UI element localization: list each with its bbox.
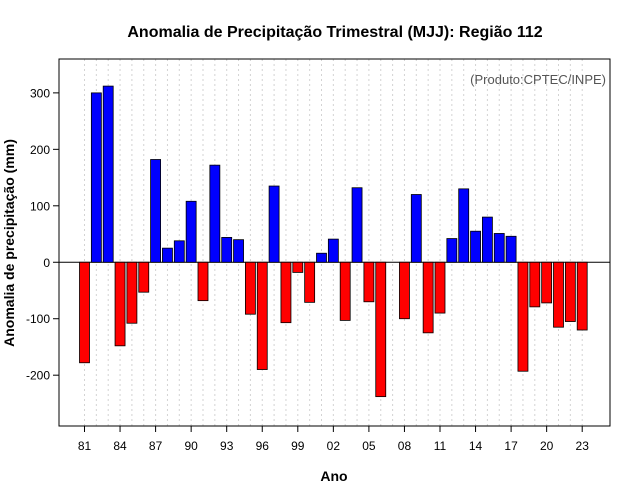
x-tick-label: 05	[362, 439, 376, 453]
x-tick-label: 93	[220, 439, 234, 453]
plot-frame	[58, 58, 611, 427]
bar-2012	[446, 238, 458, 263]
y-tick-label: -200	[26, 369, 50, 383]
grid	[84, 59, 583, 426]
x-tick-label: 96	[256, 439, 270, 453]
bar-2003	[339, 261, 351, 321]
bar-1995	[244, 261, 256, 315]
bar-2022	[564, 261, 576, 322]
x-tick-label: 02	[327, 439, 341, 453]
x-tick-label: 20	[540, 439, 554, 453]
bar-2016	[493, 233, 505, 263]
bar-1983	[102, 85, 114, 263]
bar-1990	[185, 200, 197, 263]
bar-2011	[434, 261, 446, 314]
bar-2006	[375, 261, 387, 398]
bar-1994	[233, 239, 244, 263]
bar-2019	[529, 261, 541, 308]
bar-2004	[351, 187, 363, 263]
y-axis-title: Anomalia de precipitação (mm)	[1, 139, 17, 347]
y-tick-label: 0	[43, 256, 50, 270]
bar-2000	[304, 261, 316, 303]
bar-1989	[173, 240, 185, 263]
bar-2001	[316, 252, 327, 263]
x-axis: 81 84 87 90 93 96 99 02 05 08 11 14 17 20 23	[78, 426, 589, 453]
x-axis-title: Ano	[320, 468, 347, 484]
x-tick-label: 99	[291, 439, 305, 453]
bar-2015	[481, 216, 493, 263]
bar-1986	[138, 261, 150, 293]
y-tick-label: 300	[30, 86, 50, 100]
x-tick-label: 81	[78, 439, 92, 453]
bar-2009	[410, 194, 422, 263]
bar-1997	[268, 185, 280, 263]
bar-1988	[162, 247, 173, 263]
bar-2002	[327, 238, 339, 263]
bar-1985	[126, 261, 138, 324]
bars	[79, 85, 588, 398]
x-tick-label: 08	[398, 439, 412, 453]
bar-2018	[517, 261, 529, 372]
y-tick-label: 100	[30, 199, 50, 213]
bar-2017	[505, 235, 517, 263]
bar-2013	[458, 188, 470, 263]
product-credit: (Produto:CPTEC/INPE)	[470, 72, 606, 87]
bar-1992	[209, 164, 221, 263]
x-tick-label: 90	[184, 439, 198, 453]
bar-1991	[197, 261, 209, 302]
x-tick-label: 14	[469, 439, 483, 453]
chart-title: Anomalia de Precipitação Trimestral (MJJ…	[127, 24, 542, 41]
bar-1984	[114, 261, 126, 347]
bar-1999	[292, 261, 304, 273]
bar-1981	[79, 261, 90, 364]
bar-2014	[470, 230, 481, 263]
bar-2008	[399, 261, 410, 320]
bar-2021	[553, 261, 564, 328]
y-tick-label: 200	[30, 143, 50, 157]
y-axis: -200 -100 0 100 200 300	[26, 86, 59, 383]
x-tick-label: 87	[149, 439, 163, 453]
x-tick-label: 17	[504, 439, 518, 453]
bar-2010	[422, 261, 434, 334]
x-tick-label: 84	[113, 439, 127, 453]
x-tick-label: 11	[434, 439, 447, 453]
bar-2020	[541, 261, 553, 304]
bar-2023	[576, 261, 588, 331]
bar-1993	[221, 237, 233, 263]
bar-1996	[256, 261, 268, 370]
x-tick-label: 23	[576, 439, 590, 453]
bar-2005	[363, 261, 375, 303]
bar-1987	[150, 159, 162, 263]
bar-1982	[90, 92, 102, 263]
bar-1998	[280, 261, 292, 324]
y-tick-label: -100	[26, 312, 50, 326]
